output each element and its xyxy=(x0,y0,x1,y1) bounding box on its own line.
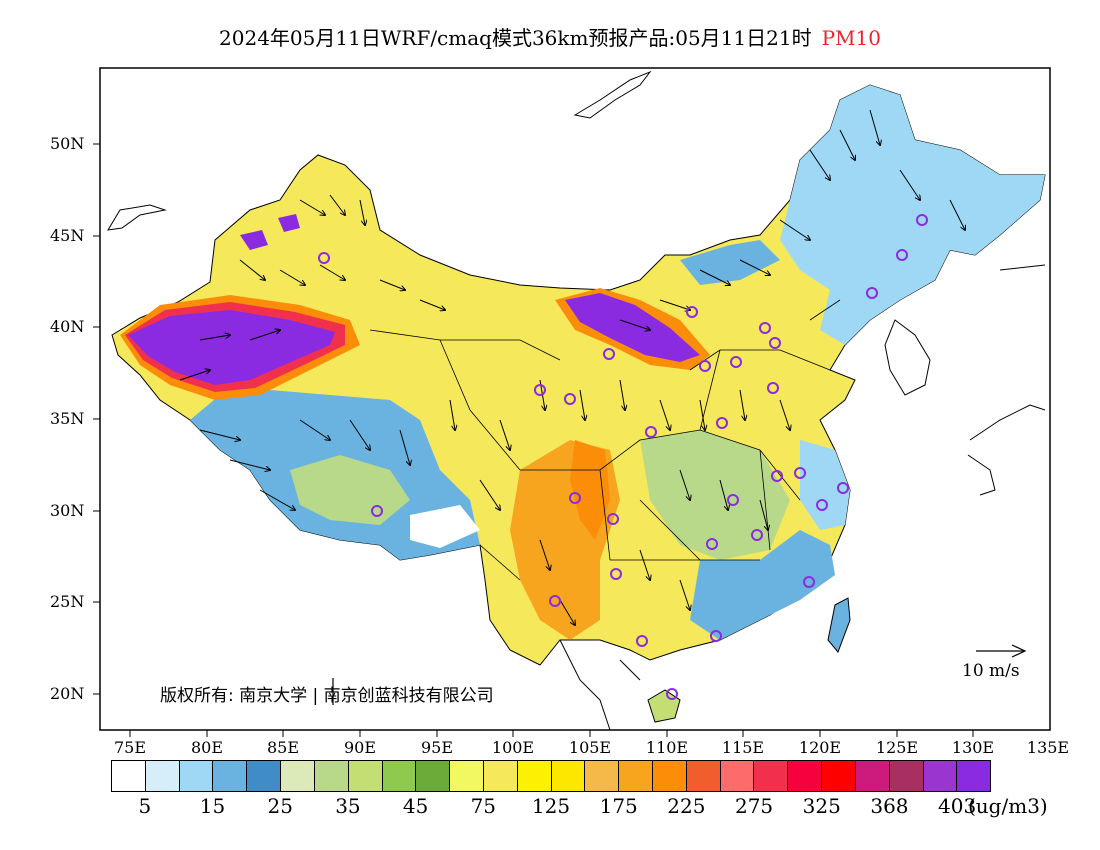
indochina-outline xyxy=(559,639,641,730)
legend-swatch xyxy=(281,761,315,791)
wind-reference-label: 10 m/s xyxy=(962,661,1020,681)
sakhalin-outline xyxy=(999,264,1046,271)
lon-label: 130E xyxy=(951,738,995,757)
legend-swatch xyxy=(247,761,282,791)
legend-swatch xyxy=(416,761,451,791)
legend-swatch xyxy=(686,761,721,791)
legend-swatch xyxy=(314,761,349,791)
legend-swatch xyxy=(517,761,552,791)
legend-level-label: 403 xyxy=(938,794,977,818)
lon-label: 100E xyxy=(491,738,535,757)
hainan-island xyxy=(647,689,681,723)
northeast-blue-region xyxy=(780,85,1045,345)
legend-swatch xyxy=(788,761,823,791)
legend-swatch xyxy=(720,761,755,791)
legend-level-label: 368 xyxy=(870,794,909,818)
lon-label: 125E xyxy=(875,738,919,757)
title-main: 2024年05月11日WRF/cmaq模式36km预报产品:05月11日21时 xyxy=(219,26,812,50)
legend-level-label: 325 xyxy=(802,794,841,818)
lat-label: 35N xyxy=(50,409,85,428)
lon-label: 95E xyxy=(420,738,454,757)
lat-label: 25N xyxy=(50,592,85,611)
legend-swatch xyxy=(551,761,586,791)
wind-reference-arrowhead xyxy=(1011,644,1027,658)
lon-label: 115E xyxy=(721,738,765,757)
lat-ticks xyxy=(93,143,100,695)
legend-swatch xyxy=(889,761,924,791)
korea-outline xyxy=(884,319,931,396)
legend-level-label: 275 xyxy=(734,794,774,818)
legend-level-label: 75 xyxy=(470,794,497,818)
legend-swatch xyxy=(754,761,789,791)
southeast-blue-region xyxy=(690,530,835,640)
lat-label: 50N xyxy=(50,134,85,153)
lon-label: 80E xyxy=(190,738,224,757)
legend-level-label: 5 xyxy=(138,794,152,818)
tibet-white-region xyxy=(410,505,480,548)
legend-swatch xyxy=(179,761,214,791)
legend-swatch xyxy=(619,761,653,791)
lon-ticks xyxy=(129,730,974,737)
lon-label: 90E xyxy=(343,738,377,757)
legend-swatch xyxy=(348,761,383,791)
legend-level-label: 15 xyxy=(199,794,226,818)
lon-label: 135E xyxy=(1026,738,1070,757)
japan-outline xyxy=(967,404,1046,496)
legend-swatch xyxy=(855,761,890,791)
legend-swatch xyxy=(145,761,180,791)
legend-swatch xyxy=(483,761,518,791)
east-green-region xyxy=(640,430,790,560)
lon-label: 105E xyxy=(568,738,612,757)
legend-swatch xyxy=(957,761,991,791)
lon-label: 120E xyxy=(798,738,842,757)
southwest-deep-orange-region xyxy=(570,440,610,540)
legend-unit: (ug/m3) xyxy=(968,794,1048,818)
legend-level-label: 175 xyxy=(599,794,638,818)
legend-swatch xyxy=(112,761,146,791)
lon-label: 75E xyxy=(113,738,147,757)
map-content xyxy=(107,70,1046,730)
lon-label: 85E xyxy=(266,738,300,757)
lat-label: 20N xyxy=(50,684,85,703)
map-frame xyxy=(99,67,1051,731)
lat-label: 40N xyxy=(50,317,85,336)
balkhash-outline xyxy=(107,204,167,231)
taklimakan-purple-region xyxy=(128,310,335,385)
legend-swatch xyxy=(923,761,958,791)
dzungaria-purple-region xyxy=(240,214,300,250)
lat-label: 30N xyxy=(50,501,85,520)
legend-level-label: 45 xyxy=(402,794,429,818)
inner-mongolia-purple-region xyxy=(565,293,700,362)
lake-baikal-outline xyxy=(573,70,652,119)
north-blue-region xyxy=(680,240,780,285)
east-coast-blue-region xyxy=(800,440,850,530)
legend-swatch xyxy=(653,761,687,791)
legend-level-label: 35 xyxy=(335,794,361,818)
map-title: 2024年05月11日WRF/cmaq模式36km预报产品:05月11日21时 P… xyxy=(0,22,1100,51)
legend-level-label: 225 xyxy=(667,794,706,818)
taiwan-island xyxy=(827,597,851,653)
legend-swatch xyxy=(585,761,620,791)
legend-swatch xyxy=(382,761,417,791)
copyright-text: 版权所有: 南京大学 | 南京创蓝科技有限公司 xyxy=(160,686,494,706)
legend-swatch xyxy=(213,761,248,791)
legend-level-label: 25 xyxy=(267,794,293,818)
city-markers xyxy=(318,214,928,700)
legend-swatch xyxy=(822,761,856,791)
color-legend xyxy=(111,760,991,792)
legend-level-label: 125 xyxy=(531,794,571,818)
title-pollutant: PM10 xyxy=(821,26,881,50)
legend-swatch xyxy=(450,761,484,791)
wind-vectors xyxy=(179,109,965,625)
lat-label: 45N xyxy=(50,226,85,245)
lon-label: 110E xyxy=(645,738,689,757)
